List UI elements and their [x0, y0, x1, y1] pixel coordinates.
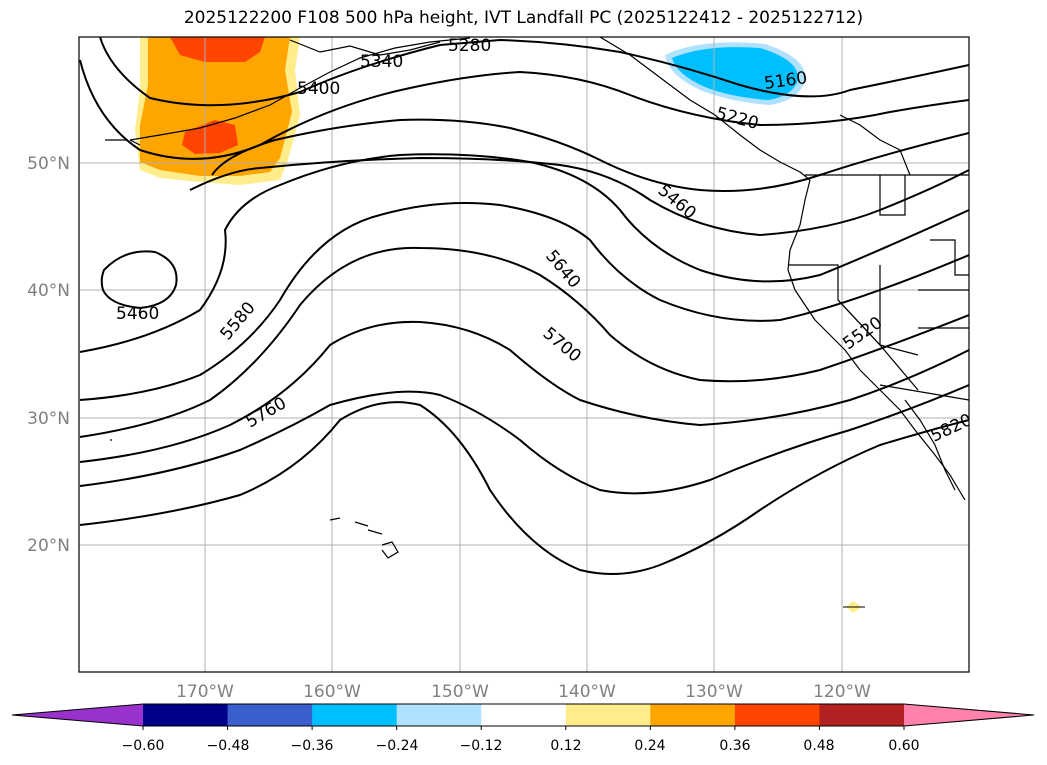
lon-label: 130°W: [685, 682, 743, 702]
colorbar-segment: [650, 704, 736, 726]
colorbar-segment: [312, 704, 398, 726]
colorbar: [11, 703, 1035, 730]
map-border: [78, 36, 970, 673]
colorbar-tick-label: −0.60: [122, 738, 165, 754]
colorbar-tick-label: −0.12: [460, 738, 503, 754]
height-contours: [79, 37, 969, 575]
lon-label: 120°W: [813, 682, 871, 702]
negative-ivt-shading: [665, 42, 806, 105]
coastlines: [105, 37, 969, 559]
colorbar-segment: [819, 704, 905, 726]
colorbar-tick-label: 0.24: [634, 738, 665, 754]
colorbar-tick-label: 0.36: [719, 738, 750, 754]
colorbar-tick-label: 0.12: [550, 738, 581, 754]
colorbar-segment: [227, 704, 313, 726]
lat-label: 20°N: [27, 536, 70, 556]
contour-label: 5460: [116, 304, 159, 324]
colorbar-tick-label: 0.60: [888, 738, 919, 754]
colorbar-segment: [396, 704, 482, 726]
contour-label: 5280: [448, 36, 491, 56]
graticule: [79, 37, 969, 672]
colorbar-extend-low: [12, 704, 143, 726]
lat-label: 40°N: [27, 281, 70, 301]
colorbar-segment: [565, 704, 651, 726]
lat-label: 50°N: [27, 154, 70, 174]
contour-label: 5340: [360, 52, 403, 72]
colorbar-tick-label: 0.48: [803, 738, 834, 754]
colorbar-segment: [734, 704, 820, 726]
lon-label: 140°W: [558, 682, 616, 702]
lon-label: 170°W: [176, 682, 234, 702]
colorbar-labels: −0.60 −0.48 −0.36 −0.24 −0.12 0.12 0.24 …: [122, 738, 920, 754]
colorbar-tick-label: −0.36: [291, 738, 334, 754]
colorbar-segment: [481, 704, 567, 726]
colorbar-tick-label: −0.24: [376, 738, 419, 754]
map-title: 2025122200 F108 500 hPa height, IVT Land…: [183, 8, 864, 28]
colorbar-tick-label: −0.48: [207, 738, 250, 754]
lon-label: 160°W: [303, 682, 361, 702]
longitude-axis: 170°W 160°W 150°W 140°W 130°W 120°W: [176, 682, 871, 702]
contour-label: 5400: [297, 79, 340, 99]
lat-label: 30°N: [27, 409, 70, 429]
latitude-axis: 50°N 40°N 30°N 20°N: [27, 154, 70, 556]
colorbar-segment: [143, 704, 229, 726]
colorbar-extend-high: [904, 704, 1034, 726]
lon-label: 150°W: [431, 682, 489, 702]
